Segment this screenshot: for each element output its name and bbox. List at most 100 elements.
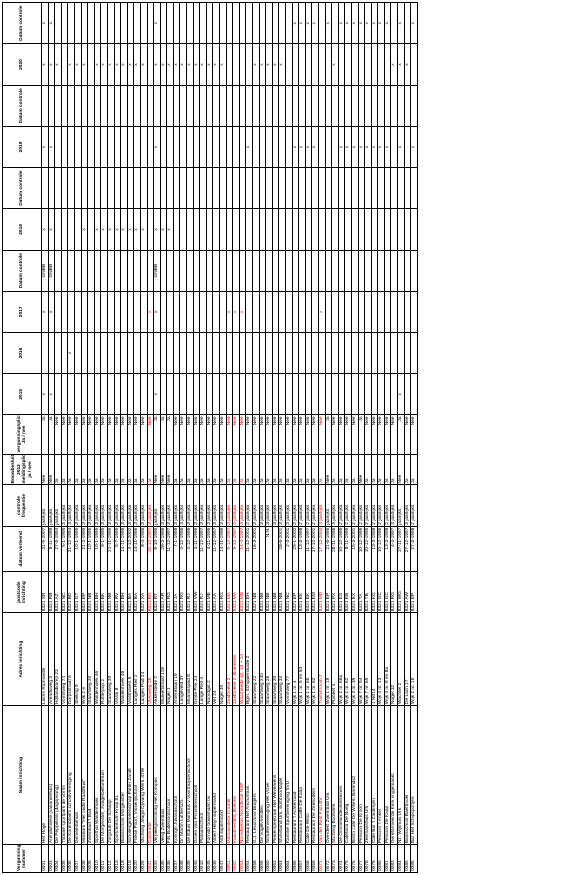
- cell-bouwbesluit: Nee: [397, 454, 405, 485]
- cell-postcode: 8321 MD: [318, 571, 326, 613]
- cell-2017: [410, 291, 418, 333]
- cell-2020: x: [160, 43, 167, 86]
- cell-2019: x: [371, 126, 378, 168]
- cell-2019: [127, 126, 134, 168]
- cell-datum: 15-12-1997: [147, 526, 154, 572]
- cell-naam: Stichting Jeugd Opvang Werk JOW: [140, 705, 147, 845]
- cell-datum-controle-2019: [338, 85, 345, 127]
- cell-datum-controle-2017: GNBB: [153, 250, 161, 292]
- header-2019: 2019: [2, 126, 42, 168]
- cell-datum-controle-2018: [252, 167, 260, 209]
- cell-datum-controle-2019: [404, 85, 411, 127]
- cell-adres: Zuidhoeke 2, Boeresen: [232, 612, 240, 706]
- cell-2019: [100, 126, 108, 168]
- cell-2019: [94, 126, 101, 168]
- cell-2018: [344, 208, 352, 251]
- cell-2017: [351, 291, 358, 333]
- cell-vergunningsplicht: Nee: [318, 414, 326, 455]
- cell-vergunningsplicht: Nee: [364, 414, 372, 455]
- cell-postcode: 8321 AR: [160, 571, 167, 613]
- cell-datum-controle-2019: [265, 85, 273, 127]
- cell-2017: [358, 291, 365, 333]
- cell-bouwbesluit: Nee: [325, 454, 332, 485]
- cell-datum: 10-12-1996: [338, 526, 345, 572]
- table-row: 0003 Arendshoeve (vakantiehuis) Arendsweg …: [48, 2, 55, 873]
- cell-2016: [351, 332, 358, 374]
- cell-datum-controle-2019: [311, 85, 319, 127]
- cell-postcode: 8321 EP: [410, 571, 418, 613]
- cell-naam: Restaurant Caffe De Kaap: [298, 705, 306, 845]
- cell-bouwbesluit: Ja: [318, 454, 326, 485]
- cell-2017: [206, 291, 213, 333]
- cell-datum-controle-2020: [94, 2, 101, 44]
- cell-datum-controle-2020: x: [410, 2, 418, 44]
- cell-2017: [114, 291, 121, 333]
- cell-2017: [67, 291, 75, 333]
- cell-nummer: 0073: [331, 844, 339, 873]
- cell-datum-controle-2020: x: [298, 2, 306, 44]
- cell-nummer: 0051: [226, 844, 233, 873]
- cell-2020: x: [272, 43, 279, 86]
- cell-datum-controle-2020: [107, 2, 115, 44]
- cell-naam: Restaurant Het Anchorhuis: [245, 705, 253, 845]
- cell-adres: Munnikspad 8: [186, 612, 194, 706]
- cell-adres: Nagel 32: [390, 612, 398, 706]
- header-datum-controle-2018: Datum controle: [2, 167, 42, 209]
- cell-2016: [179, 332, 187, 374]
- cell-2020: [344, 43, 352, 86]
- cell-bouwbesluit: Ja: [127, 454, 134, 485]
- cell-controle: 3 jaarlijks: [147, 484, 154, 527]
- cell-2015: [127, 373, 134, 415]
- cell-vergunningsplicht: Nee: [298, 414, 306, 455]
- cell-2015: [193, 373, 200, 415]
- cell-datum-controle-2020: [133, 2, 141, 44]
- cell-bouwbesluit: Ja: [377, 454, 385, 485]
- cell-bouwbesluit: Ja: [54, 454, 62, 485]
- cell-adres: Langeveld 37: [179, 612, 187, 706]
- table-row: 0011 De Morgenster, zwageloefcentrum Rotte…: [100, 2, 108, 873]
- cell-2019: [87, 126, 95, 168]
- cell-datum-controle-2020: [160, 2, 167, 44]
- table-row: 0035 Veilig Zwembad Murkettstraat 118 8321 …: [160, 2, 167, 873]
- cell-2015: [311, 373, 319, 415]
- cell-adres: Wijk 1 nr. 62: [311, 612, 319, 706]
- cell-bouwbesluit: Ja: [351, 454, 358, 485]
- cell-naam: De Vogelvrienden: [259, 705, 266, 845]
- cell-adres: Vlieoweg 18: [147, 612, 154, 706]
- cell-vergunningsplicht: Nee: [390, 414, 398, 455]
- table-row: 0045 Fornido bouwmarkt bv Noordgat 2 8321 M…: [206, 2, 213, 873]
- cell-naam: Pension De Kaap: [384, 705, 391, 845]
- cell-naam: Sportcentrum Knop 81: [114, 705, 121, 845]
- cell-bouwbesluit: Ja: [265, 454, 273, 485]
- cell-2019: [226, 126, 233, 168]
- cell-datum-controle-2018: [344, 167, 352, 209]
- cell-datum-controle-2020: [61, 2, 68, 44]
- cell-nummer: 0007: [74, 844, 82, 873]
- cell-vergunningsplicht: Ja: [397, 414, 405, 455]
- cell-2019: x: [397, 126, 405, 168]
- cell-2016: [325, 332, 332, 374]
- cell-2016: [265, 332, 273, 374]
- cell-controle: 2 jaarlijks: [364, 484, 372, 527]
- cell-datum-controle-2017: [232, 250, 240, 292]
- cell-datum-controle-2017: [278, 250, 286, 292]
- cell-datum-controle-2019: [371, 85, 378, 127]
- cell-2020: [226, 43, 233, 86]
- cell-2018: [358, 208, 365, 251]
- table-row: 0085 Basisschool Baetbooel De Lach 17 8321 …: [404, 2, 411, 873]
- cell-datum-controle-2019: [100, 85, 108, 127]
- cell-2018: [278, 208, 286, 251]
- cell-postcode: 8321 EP: [292, 571, 299, 613]
- cell-datum: 29-1-2002: [292, 526, 299, 572]
- cell-2019: [259, 126, 266, 168]
- cell-adres: Akkerstede 2: [153, 612, 161, 706]
- cell-datum-controle-2017: [179, 250, 187, 292]
- cell-datum-controle-2018: [160, 167, 167, 209]
- cell-2018: [74, 208, 82, 251]
- table-row: 0009 Zwembad 't Bad Staartweg 30 8321 NB 10-…: [87, 2, 95, 873]
- cell-datum-controle-2019: [377, 85, 385, 127]
- cell-2017: x: [147, 291, 154, 333]
- cell-2016: [285, 332, 293, 374]
- cell-adres: Staartweg 22: [252, 612, 260, 706]
